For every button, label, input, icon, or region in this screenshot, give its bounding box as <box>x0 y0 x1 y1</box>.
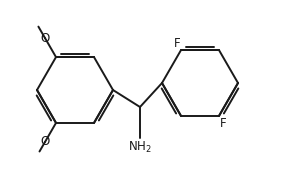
Text: F: F <box>220 117 227 130</box>
Text: O: O <box>40 32 50 44</box>
Text: NH$_2$: NH$_2$ <box>128 140 152 155</box>
Text: F: F <box>174 37 180 50</box>
Text: O: O <box>40 135 50 148</box>
